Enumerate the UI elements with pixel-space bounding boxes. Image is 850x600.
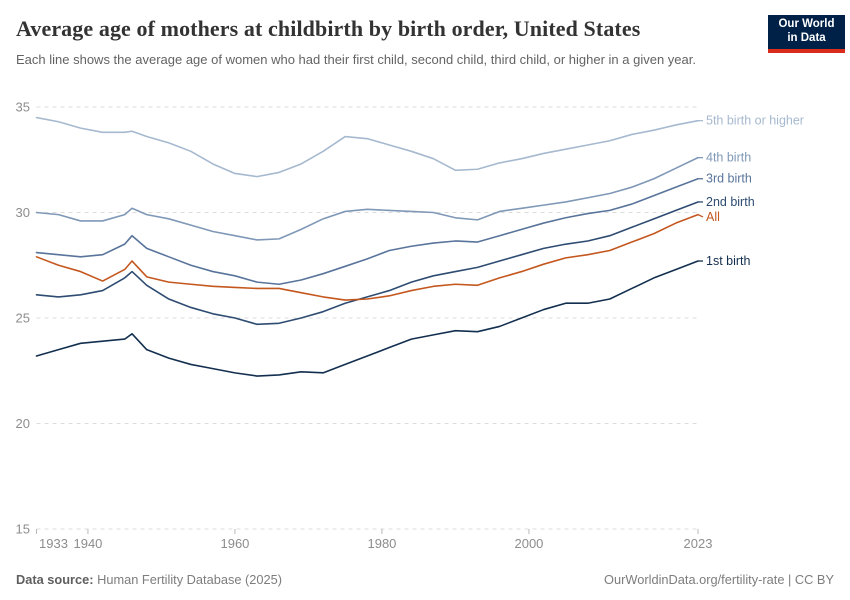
chart-subtitle: Each line shows the average age of women… [16, 52, 696, 67]
credit-link[interactable]: OurWorldinData.org/fertility-rate | CC B… [604, 572, 834, 587]
series-line-3rd-birth[interactable] [35, 177, 699, 286]
owid-logo-line1: Our World [778, 18, 835, 31]
x-tick-label: 1980 [367, 536, 396, 551]
x-tick-label: 1940 [73, 536, 102, 551]
x-tick-label: 1933 [39, 536, 68, 551]
data-source-value: Human Fertility Database (2025) [93, 572, 283, 587]
series-label-1st-birth[interactable]: 1st birth [706, 254, 751, 268]
y-tick-label: 35 [16, 100, 30, 115]
series-label-4th-birth[interactable]: 4th birth [706, 151, 751, 165]
data-source-note: Data source: Human Fertility Database (2… [16, 572, 282, 587]
series-line-2nd-birth[interactable] [35, 201, 699, 326]
series-line-5th-birth-or-higher[interactable] [35, 116, 699, 178]
series-line-4th-birth[interactable] [35, 156, 699, 241]
series-label-all[interactable]: All [706, 210, 720, 224]
chart-title: Average age of mothers at childbirth by … [16, 16, 641, 41]
series-label-2nd-birth[interactable]: 2nd birth [706, 195, 755, 209]
y-tick-label: 20 [16, 416, 30, 431]
y-tick-label: 25 [16, 311, 30, 326]
series-label-5th-birth-or-higher[interactable]: 5th birth or higher [706, 114, 804, 128]
y-tick-label: 30 [16, 205, 30, 220]
owid-logo-line2: in Data [787, 32, 826, 44]
y-tick-label: 15 [16, 522, 30, 537]
x-tick-label: 2023 [684, 536, 713, 551]
series-line-1st-birth[interactable] [35, 260, 699, 377]
series-label-connector [697, 214, 704, 218]
data-source-label: Data source: [16, 572, 94, 587]
x-tick-label: 2000 [514, 536, 543, 551]
owid-logo[interactable]: Our World in Data [768, 15, 845, 53]
series-line-all[interactable] [35, 213, 699, 301]
series-label-3rd-birth[interactable]: 3rd birth [706, 172, 752, 186]
x-tick-label: 1960 [220, 536, 249, 551]
